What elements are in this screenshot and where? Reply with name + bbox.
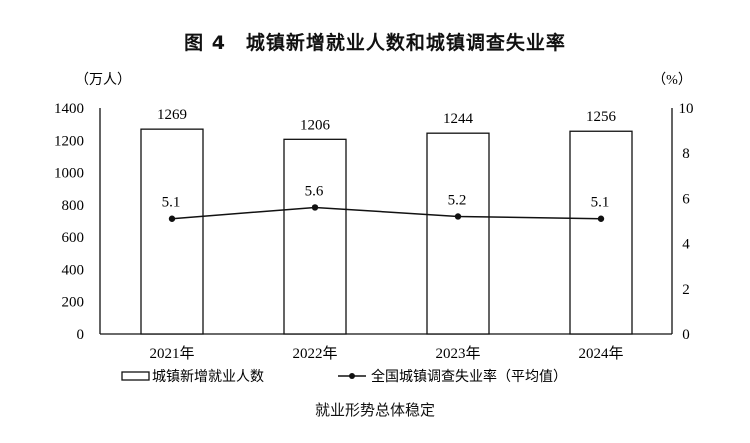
- chart-title: 图 4 城镇新增就业人数和城镇调查失业率: [184, 32, 566, 54]
- legend-line-label: 全国城镇调查失业率（平均值）: [371, 368, 567, 385]
- line-point: [597, 215, 605, 222]
- unemployment-line: [171, 206, 602, 220]
- right-tick-label: 10: [679, 101, 694, 117]
- bar-value-label: 1244: [443, 111, 474, 127]
- right-axis-label: （%）: [652, 72, 692, 88]
- left-tick-label: 1000: [54, 166, 84, 182]
- left-tick-label: 0: [77, 327, 85, 343]
- bar-2023年: [426, 132, 490, 335]
- x-tick-label: 2024年: [578, 345, 623, 362]
- left-tick-label: 800: [62, 198, 85, 214]
- line-value-label: 5.1: [591, 195, 610, 211]
- left-tick-label: 400: [62, 262, 85, 278]
- line-point: [454, 213, 462, 220]
- right-tick-label: 2: [682, 282, 690, 298]
- line-value-label: 5.1: [162, 195, 181, 211]
- legend-bar-swatch: [121, 371, 150, 381]
- left-tick-label: 1400: [54, 101, 84, 117]
- x-tick-label: 2022年: [292, 345, 337, 362]
- bar-value-label: 1256: [586, 109, 617, 125]
- line-point: [311, 204, 319, 211]
- bar-2021年: [140, 128, 204, 335]
- x-tick-label: 2021年: [149, 345, 194, 362]
- left-axis-label: （万人）: [75, 72, 131, 88]
- right-tick-label: 8: [682, 146, 690, 162]
- left-tick-label: 600: [62, 230, 85, 246]
- right-tick-label: 6: [682, 191, 690, 207]
- bar-2022年: [283, 138, 347, 335]
- line-value-label: 5.2: [448, 192, 467, 208]
- x-tick-label: 2023年: [435, 345, 480, 362]
- line-value-label: 5.6: [305, 183, 324, 199]
- chart-caption: 就业形势总体稳定: [314, 401, 435, 419]
- left-tick-label: 1200: [54, 133, 84, 149]
- legend-bar-label: 城镇新增就业人数: [152, 369, 264, 385]
- bar-2024年: [569, 130, 633, 335]
- right-tick-label: 0: [682, 327, 690, 343]
- bar-value-label: 1206: [300, 117, 331, 133]
- line-point: [168, 215, 176, 222]
- bar-value-label: 1269: [157, 107, 187, 123]
- left-tick-label: 200: [62, 295, 85, 311]
- right-tick-label: 4: [682, 237, 690, 253]
- legend-line-marker: [349, 373, 355, 379]
